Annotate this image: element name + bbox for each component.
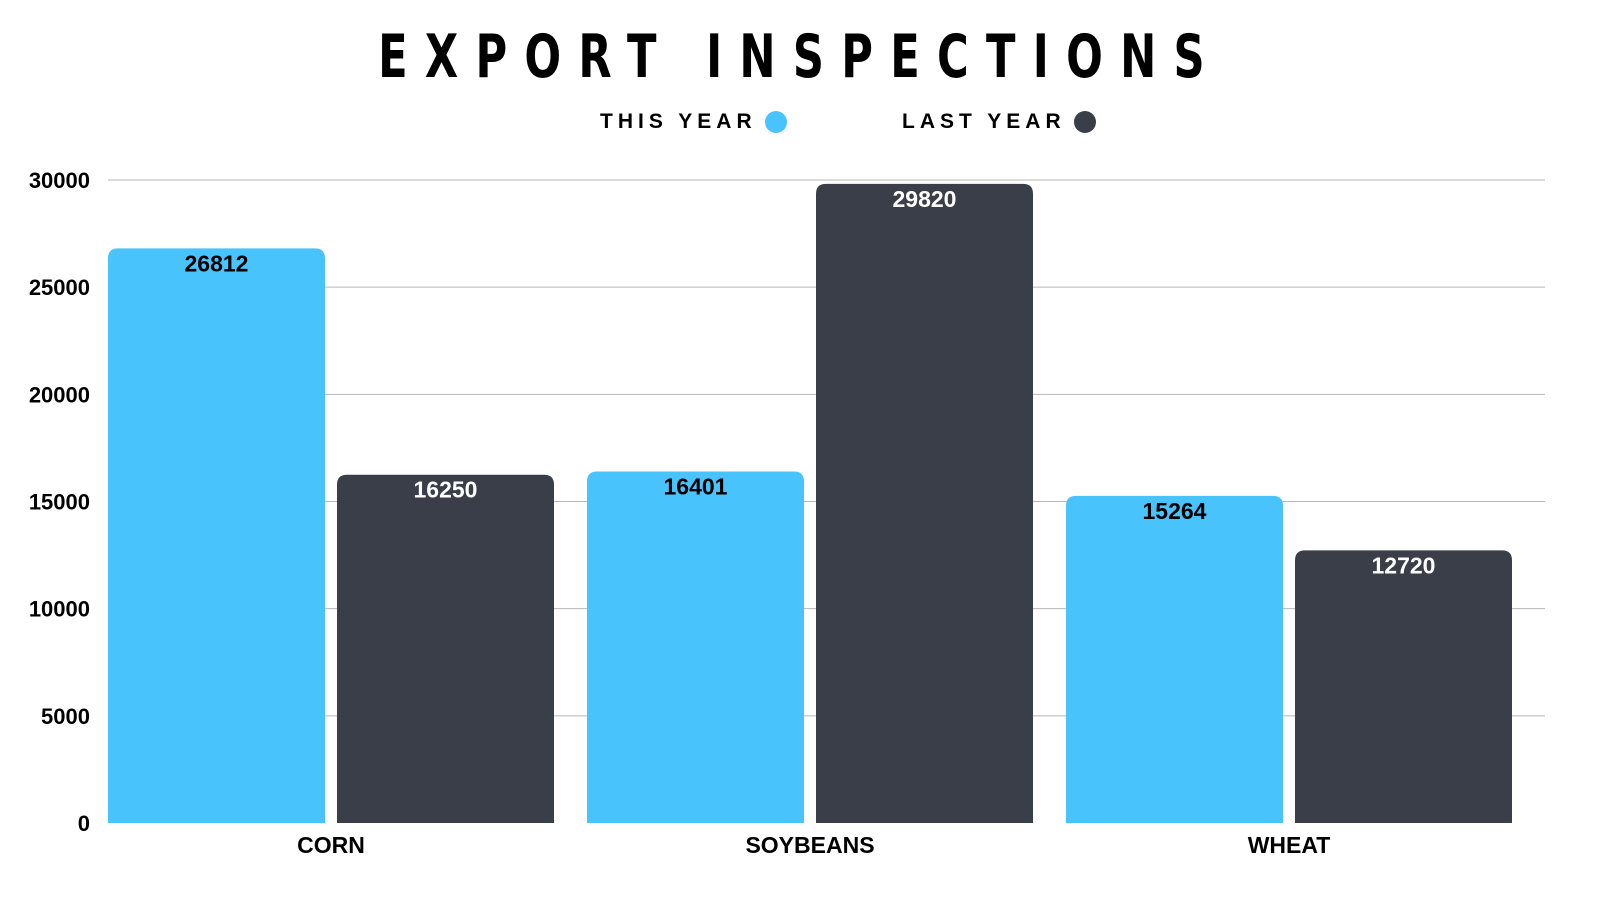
- y-tick-label: 5000: [41, 704, 90, 729]
- legend-label: THIS YEAR: [600, 110, 757, 133]
- bar-corn-last-year: [337, 474, 554, 823]
- y-tick-label: 10000: [29, 597, 90, 622]
- chart-title: EXPORT INSPECTIONS: [378, 22, 1222, 92]
- x-axis: CORN SOYBEANS WHEAT: [297, 832, 1330, 858]
- data-label: 12720: [1372, 552, 1436, 578]
- bar-wheat-last-year: [1295, 550, 1512, 823]
- y-tick-label: 0: [78, 811, 90, 836]
- legend-label: LAST YEAR: [902, 110, 1066, 133]
- y-axis: 0 5000 10000 15000 20000 25000 30000: [29, 168, 90, 836]
- x-tick-label: WHEAT: [1248, 832, 1331, 858]
- legend-item-last-year: LAST YEAR: [902, 110, 1096, 134]
- data-label: 16250: [414, 477, 478, 503]
- bar-wheat-this-year: [1066, 495, 1283, 823]
- x-tick-label: SOYBEANS: [745, 832, 874, 858]
- bar-soybeans-this-year: [587, 471, 804, 823]
- bar-corn-this-year: [108, 248, 325, 823]
- data-label: 29820: [893, 186, 957, 212]
- data-label: 15264: [1143, 498, 1207, 524]
- x-tick-label: CORN: [297, 832, 365, 858]
- legend-item-this-year: THIS YEAR: [600, 110, 787, 134]
- y-tick-label: 15000: [29, 490, 90, 515]
- y-tick-label: 25000: [29, 275, 90, 300]
- legend-swatch: [1073, 111, 1096, 133]
- legend-swatch: [764, 111, 787, 133]
- data-label: 16401: [664, 473, 728, 499]
- bar-soybeans-last-year: [816, 183, 1033, 823]
- data-label: 26812: [185, 250, 249, 276]
- bars: 26812 16250 16401 29820 15264 12720: [108, 183, 1512, 823]
- y-tick-label: 30000: [29, 168, 90, 193]
- y-tick-label: 20000: [29, 382, 90, 407]
